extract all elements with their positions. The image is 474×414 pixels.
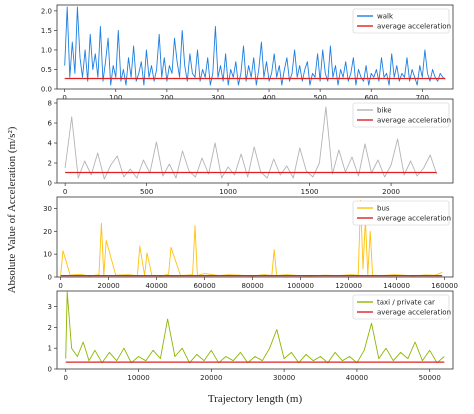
x-tick-label: 500	[313, 94, 326, 102]
legend-label: taxi / private car	[377, 299, 435, 307]
legend-label: average acceleration	[377, 23, 451, 31]
x-tick-label: 200	[160, 94, 173, 102]
legend-box	[352, 200, 450, 226]
x-tick-label: 40000	[145, 282, 167, 290]
y-tick-label: 2.0	[41, 7, 52, 15]
x-tick-label: 140000	[383, 282, 410, 290]
x-tick-label: 0	[64, 374, 68, 382]
x-tick-label: 50000	[419, 374, 441, 382]
x-tick-label: 160000	[431, 282, 458, 290]
legend-label: bus	[377, 205, 390, 213]
series-line-0	[64, 6, 446, 86]
x-tick-label: 1000	[219, 188, 237, 196]
x-axis-title: Trajectory length (m)	[208, 393, 303, 405]
legend-box	[352, 294, 450, 320]
x-tick-label: 40000	[346, 374, 368, 382]
legend-label: walk	[377, 13, 394, 21]
y-tick-label: 6	[48, 120, 53, 128]
y-tick-label: 20	[43, 228, 52, 236]
legend-box	[352, 8, 450, 34]
x-tick-label: 0	[58, 282, 62, 290]
y-tick-label: 4	[48, 140, 53, 148]
legend-label: average acceleration	[377, 215, 451, 223]
y-tick-label: 30	[43, 205, 52, 213]
y-tick-label: 2	[48, 324, 52, 332]
x-tick-label: 300	[211, 94, 224, 102]
x-tick-label: 20000	[200, 374, 222, 382]
x-tick-label: 120000	[335, 282, 362, 290]
y-tick-label: 8	[48, 100, 52, 108]
x-tick-label: 20000	[97, 282, 119, 290]
legend-label: average acceleration	[377, 309, 451, 317]
y-axis-title: Absolute Value of Acceleration (m/s²)	[6, 126, 18, 293]
y-tick-label: 0	[48, 366, 52, 374]
y-tick-label: 2	[48, 160, 52, 168]
y-tick-label: 0	[48, 274, 52, 282]
x-tick-label: 30000	[273, 374, 295, 382]
x-tick-label: 2000	[382, 188, 400, 196]
x-tick-label: 100	[109, 94, 122, 102]
y-tick-label: 10	[43, 251, 52, 259]
x-tick-label: 500	[140, 188, 153, 196]
x-tick-label: 1500	[301, 188, 319, 196]
x-tick-label: 0	[62, 94, 66, 102]
series-line-2	[60, 199, 443, 277]
x-tick-label: 100000	[287, 282, 314, 290]
legend-label: average acceleration	[377, 117, 451, 125]
y-tick-label: 0.0	[41, 86, 52, 94]
y-tick-label: 3	[48, 303, 52, 311]
y-tick-label: 1	[48, 345, 52, 353]
x-tick-label: 700	[416, 94, 429, 102]
series-line-3	[65, 291, 445, 364]
y-tick-label: 1.0	[41, 46, 52, 54]
x-tick-label: 60000	[193, 282, 215, 290]
x-tick-label: 0	[63, 188, 67, 196]
y-tick-label: 1.5	[41, 27, 52, 35]
x-tick-label: 400	[262, 94, 275, 102]
y-tick-label: 0	[48, 180, 52, 188]
y-tick-label: 0.5	[41, 66, 52, 74]
x-tick-label: 80000	[241, 282, 263, 290]
x-tick-label: 10000	[127, 374, 149, 382]
legend-box	[352, 102, 450, 128]
x-tick-label: 600	[365, 94, 378, 102]
legend-label: bike	[377, 107, 392, 115]
